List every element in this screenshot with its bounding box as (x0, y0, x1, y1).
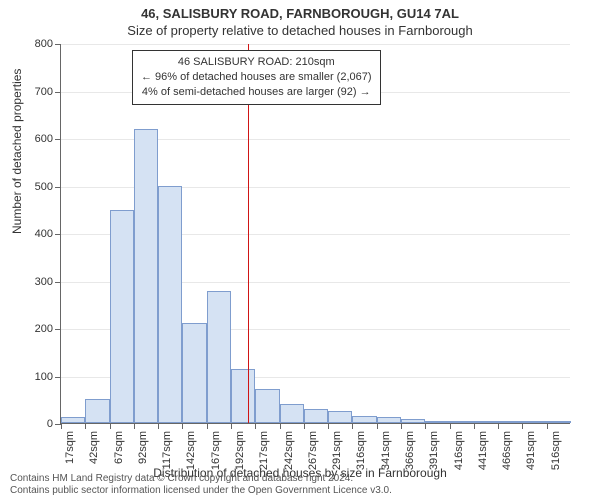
histogram-bar (522, 421, 546, 423)
x-tick (182, 423, 183, 429)
histogram-bar (425, 421, 449, 423)
histogram-bar (352, 416, 376, 423)
histogram-bar (547, 421, 571, 423)
x-tick (425, 423, 426, 429)
page-supertitle: 46, SALISBURY ROAD, FARNBOROUGH, GU14 7A… (0, 0, 600, 21)
x-tick (304, 423, 305, 429)
x-tick-label: 167sqm (210, 431, 222, 470)
x-tick (280, 423, 281, 429)
histogram-bar (182, 323, 206, 423)
annotation-line-2: ← 96% of detached houses are smaller (2,… (141, 70, 372, 85)
y-tick (55, 377, 61, 378)
histogram-bar (498, 421, 522, 423)
histogram-bar (85, 399, 109, 423)
x-tick (328, 423, 329, 429)
y-tick-label: 300 (35, 276, 53, 288)
x-tick (207, 423, 208, 429)
y-tick (55, 282, 61, 283)
y-axis-label: Number of detached properties (10, 69, 24, 234)
gridline (61, 44, 570, 45)
y-tick (55, 234, 61, 235)
x-tick-label: 341sqm (380, 431, 392, 470)
y-tick-label: 800 (35, 38, 53, 50)
y-tick-label: 500 (35, 181, 53, 193)
annotation-box: 46 SALISBURY ROAD: 210sqm ← 96% of detac… (132, 50, 381, 105)
x-tick (110, 423, 111, 429)
x-tick (158, 423, 159, 429)
x-tick-label: 117sqm (161, 431, 173, 469)
x-tick-label: 316sqm (355, 431, 367, 470)
footer-attribution: Contains HM Land Registry data © Crown c… (10, 473, 590, 497)
histogram-bar (401, 419, 425, 423)
x-tick (450, 423, 451, 429)
x-tick (352, 423, 353, 429)
annotation-line-1: 46 SALISBURY ROAD: 210sqm (141, 55, 372, 70)
histogram-bar (158, 186, 182, 424)
x-tick-label: 142sqm (185, 431, 197, 470)
x-tick-label: 516sqm (550, 431, 562, 470)
x-tick-label: 67sqm (113, 431, 125, 464)
y-tick-label: 400 (35, 228, 53, 240)
x-tick (255, 423, 256, 429)
x-tick (498, 423, 499, 429)
chart-area: 010020030040050060070080017sqm42sqm67sqm… (60, 44, 570, 424)
chart-title: Size of property relative to detached ho… (0, 21, 600, 38)
y-tick-label: 200 (35, 323, 53, 335)
x-tick-label: 366sqm (404, 431, 416, 470)
y-tick-label: 0 (47, 418, 53, 430)
histogram-bar (231, 369, 255, 423)
x-tick-label: 192sqm (234, 431, 246, 470)
y-tick (55, 44, 61, 45)
x-tick (401, 423, 402, 429)
x-tick (474, 423, 475, 429)
histogram-bar (304, 409, 328, 423)
x-tick-label: 92sqm (137, 431, 149, 464)
x-tick (231, 423, 232, 429)
histogram-bar (377, 417, 401, 423)
y-tick (55, 329, 61, 330)
x-tick-label: 466sqm (501, 431, 513, 470)
y-tick (55, 92, 61, 93)
x-tick (85, 423, 86, 429)
x-tick-label: 17sqm (64, 431, 76, 464)
x-tick-label: 391sqm (428, 431, 440, 470)
x-tick-label: 217sqm (258, 431, 270, 470)
histogram-bar (207, 291, 231, 423)
x-tick (547, 423, 548, 429)
histogram-bar (474, 421, 498, 423)
x-tick-label: 267sqm (307, 431, 319, 470)
x-tick-label: 491sqm (525, 431, 537, 470)
x-tick-label: 416sqm (453, 431, 465, 470)
x-tick (377, 423, 378, 429)
x-tick (522, 423, 523, 429)
histogram-bar (110, 210, 134, 423)
histogram-bar (134, 129, 158, 424)
annotation-line-3: 4% of semi-detached houses are larger (9… (141, 85, 372, 100)
histogram-bar (328, 411, 352, 423)
x-tick-label: 441sqm (477, 431, 489, 470)
x-tick-label: 291sqm (331, 431, 343, 470)
y-tick (55, 139, 61, 140)
y-tick-label: 100 (35, 371, 53, 383)
x-tick (134, 423, 135, 429)
y-tick-label: 700 (35, 86, 53, 98)
y-tick-label: 600 (35, 133, 53, 145)
histogram-bar (61, 417, 85, 423)
histogram-bar (450, 421, 474, 423)
x-tick (61, 423, 62, 429)
histogram-bar (280, 404, 304, 423)
x-tick-label: 242sqm (283, 431, 295, 470)
histogram-bar (255, 389, 279, 423)
y-tick (55, 187, 61, 188)
x-tick-label: 42sqm (88, 431, 100, 464)
